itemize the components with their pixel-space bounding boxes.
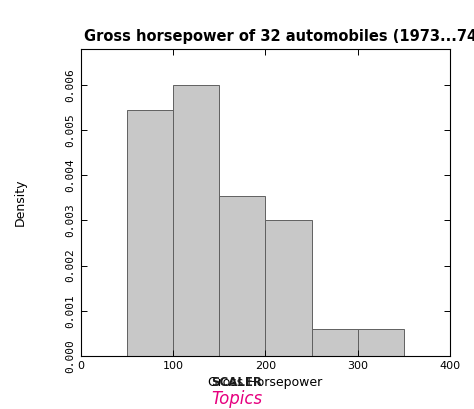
Bar [312,329,358,356]
Text: Gross horsepower of 32 automobiles (1973...74 models: Gross horsepower of 32 automobiles (1973… [84,29,474,44]
Text: SCALER: SCALER [211,376,263,389]
Bar [358,329,404,356]
Bar [173,85,219,356]
Y-axis label: Density: Density [14,179,27,226]
Text: Topics: Topics [211,390,263,408]
Bar [219,196,265,356]
Bar [265,220,312,356]
Bar [127,110,173,356]
X-axis label: Gross Horsepower: Gross Horsepower [208,376,323,389]
